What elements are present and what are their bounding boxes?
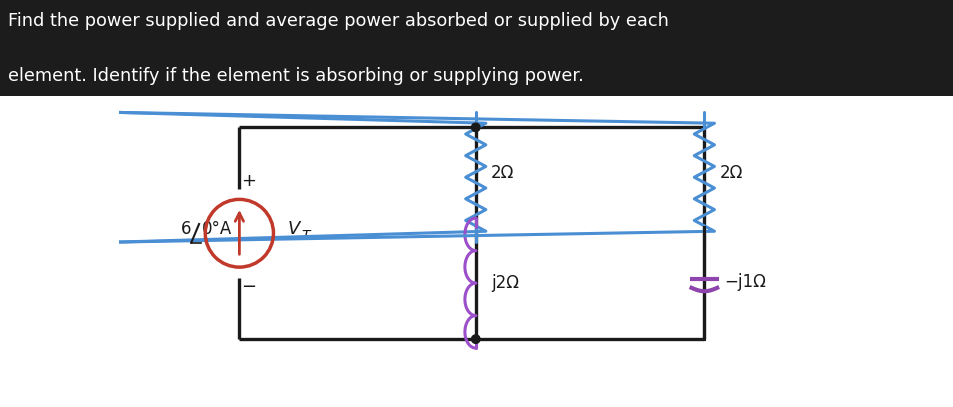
- Text: −j1Ω: −j1Ω: [723, 273, 765, 291]
- Text: V: V: [287, 221, 299, 239]
- Text: T: T: [301, 229, 310, 243]
- Text: 2Ω: 2Ω: [491, 164, 514, 182]
- Text: −: −: [241, 278, 256, 296]
- Text: j2Ω: j2Ω: [491, 274, 518, 292]
- Text: 0°A: 0°A: [201, 221, 232, 239]
- Text: 6: 6: [181, 221, 192, 239]
- Text: element. Identify if the element is absorbing or supplying power.: element. Identify if the element is abso…: [8, 67, 583, 85]
- Circle shape: [471, 123, 479, 131]
- Circle shape: [471, 335, 479, 344]
- Text: Find the power supplied and average power absorbed or supplied by each: Find the power supplied and average powe…: [8, 12, 668, 30]
- Text: 2Ω: 2Ω: [720, 164, 742, 182]
- Text: +: +: [241, 172, 256, 190]
